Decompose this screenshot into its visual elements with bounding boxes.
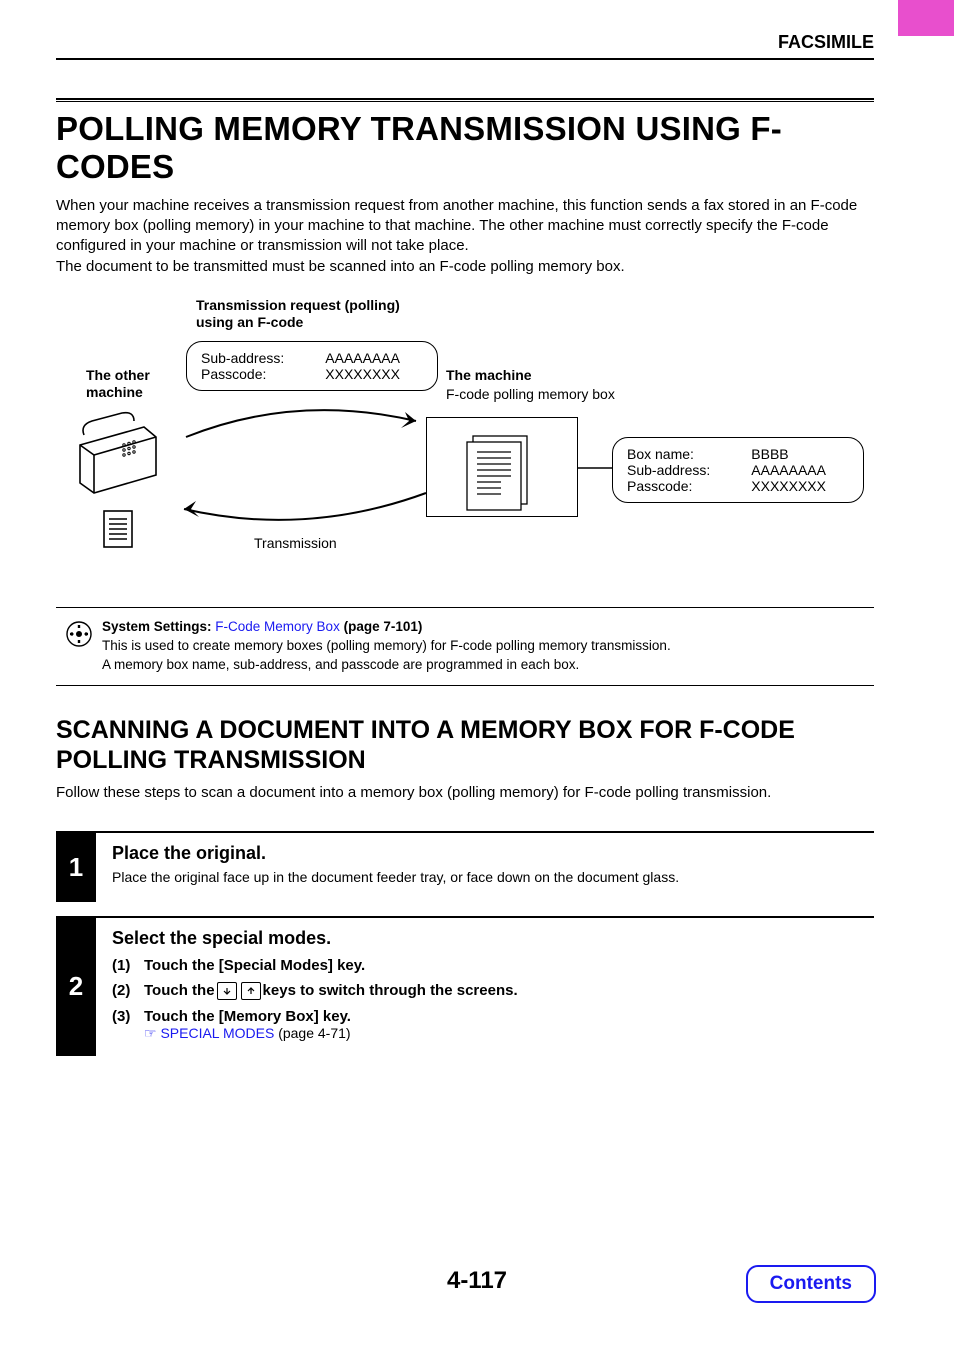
section-color-tab [898,0,954,36]
transmission-label: Transmission [254,534,337,552]
sub2-post: keys to switch through the screens. [263,982,518,999]
step-1-desc: Place the original face up in the docume… [112,868,874,888]
page: FACSIMILE POLLING MEMORY TRANSMISSION US… [0,0,954,1351]
arrow-request-icon [176,397,436,447]
system-settings-note: System Settings: F-Code Memory Box (page… [56,607,874,686]
the-machine-sub: F-code polling memory box [446,385,615,403]
note-line2: This is used to create memory boxes (pol… [102,637,874,656]
other-machine-label: The other machine [86,367,150,401]
intro-text: When your machine receives a transmissio… [56,196,874,277]
sub2-pre: Touch the [144,982,215,999]
arrow-up-key-icon [241,982,261,1000]
box-pass-k: Passcode: [627,478,733,494]
connector-line [578,465,614,471]
steps-list: 1 Place the original. Place the original… [56,831,874,1056]
special-modes-page: (page 4-71) [274,1025,350,1041]
fax-machine-icon [74,407,164,557]
req-sub-v: AAAAAAAA [325,350,423,366]
machine-box-icon [426,417,578,517]
sub2-num: (2) [112,982,144,999]
step-1: 1 Place the original. Place the original… [56,833,874,902]
note-page-ref: (page 7-101) [340,619,423,634]
note-line3: A memory box name, sub-address, and pass… [102,656,874,675]
sub1-text: Touch the [Special Modes] key. [144,957,365,974]
section-2-title: SCANNING A DOCUMENT INTO A MEMORY BOX FO… [56,716,874,775]
request-fcode-box: Sub-address: AAAAAAAA Passcode: XXXXXXXX [186,341,438,391]
step-2: 2 Select the special modes. (1) Touch th… [56,918,874,1056]
contents-button[interactable]: Contents [746,1265,876,1303]
request-label: Transmission request (polling) using an … [196,297,400,331]
req-pass-k: Passcode: [201,366,307,382]
page-title: POLLING MEMORY TRANSMISSION USING F-CODE… [56,110,874,186]
step-2-number: 2 [56,918,96,1056]
section-2: SCANNING A DOCUMENT INTO A MEMORY BOX FO… [56,716,874,1056]
sub3-num: (3) [112,1008,144,1025]
arrow-transmission-icon [166,487,436,537]
box-name-k: Box name: [627,446,733,462]
flow-diagram: Transmission request (polling) using an … [56,297,874,587]
box-sub-v: AAAAAAAA [751,462,849,478]
box-sub-k: Sub-address: [627,462,733,478]
arrow-down-key-icon [217,982,237,1000]
step-1-number: 1 [56,833,96,902]
header-rule [56,58,874,60]
the-machine-label: The machine [446,367,532,384]
req-sub-k: Sub-address: [201,350,307,366]
sub1-num: (1) [112,957,144,974]
fcode-memory-box-link[interactable]: F-Code Memory Box [215,619,340,634]
req-pass-v: XXXXXXXX [325,366,423,382]
section-header: FACSIMILE [778,32,874,53]
sub3-text: Touch the [Memory Box] key. [144,1008,351,1025]
section-1: POLLING MEMORY TRANSMISSION USING F-CODE… [56,98,874,686]
box-name-v: BBBB [751,446,849,462]
step-2-title: Select the special modes. [112,928,874,949]
box-pass-v: XXXXXXXX [751,478,849,494]
step-1-title: Place the original. [112,843,874,864]
title-rule [56,98,874,102]
special-modes-link[interactable]: SPECIAL MODES [160,1025,274,1041]
box-info-box: Box name: BBBB Sub-address: AAAAAAAA Pas… [612,437,864,503]
gear-icon [65,620,93,648]
section-2-intro: Follow these steps to scan a document in… [56,783,874,803]
note-prefix: System Settings: [102,619,215,634]
